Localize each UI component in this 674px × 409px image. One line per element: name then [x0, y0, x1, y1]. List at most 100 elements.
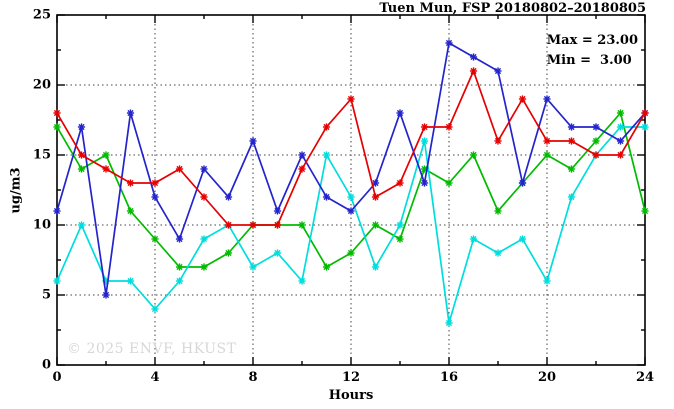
- series-line-day-1-red: [56, 68, 646, 226]
- marker-day-4-cyan: [77, 221, 86, 229]
- marker-day-3-green: [298, 221, 306, 229]
- marker-day-4-cyan: [322, 151, 331, 159]
- marker-day-2-blue: [126, 109, 135, 117]
- x-tick-label-20: 20: [537, 370, 557, 385]
- marker-day-1-red: [102, 165, 110, 173]
- marker-day-2-blue: [445, 39, 453, 47]
- marker-day-3-green: [396, 235, 404, 243]
- marker-day-2-blue: [273, 207, 282, 215]
- marker-day-3-green: [567, 165, 576, 173]
- marker-day-1-red: [543, 137, 551, 145]
- marker-day-1-red: [151, 179, 159, 187]
- marker-day-1-red: [77, 151, 86, 159]
- marker-day-3-green: [543, 151, 551, 159]
- marker-day-2-blue: [543, 95, 551, 103]
- marker-day-1-red: [445, 123, 453, 131]
- x-axis-label: Hours: [328, 388, 374, 403]
- marker-day-3-green: [126, 207, 135, 215]
- marker-day-2-blue: [518, 179, 527, 187]
- marker-day-3-green: [494, 207, 502, 215]
- marker-day-3-green: [102, 151, 110, 159]
- y-tick-label-15: 15: [32, 147, 51, 163]
- marker-day-2-blue: [151, 193, 159, 201]
- marker-day-1-red: [420, 123, 429, 131]
- marker-day-3-green: [224, 249, 233, 257]
- marker-day-4-cyan: [249, 263, 257, 271]
- x-tick-label-24: 24: [635, 370, 655, 385]
- marker-day-2-blue: [102, 291, 110, 299]
- marker-day-3-green: [200, 263, 208, 271]
- y-tick-label-20: 20: [32, 77, 51, 93]
- marker-day-1-red: [592, 151, 600, 159]
- marker-day-1-red: [175, 165, 184, 173]
- x-tick-label-12: 12: [341, 370, 361, 385]
- marker-day-1-red: [200, 193, 208, 201]
- marker-day-4-cyan: [347, 193, 355, 201]
- marker-day-1-red: [249, 221, 257, 229]
- marker-day-3-green: [641, 207, 649, 215]
- marker-day-2-blue: [53, 207, 61, 215]
- marker-day-1-red: [371, 193, 380, 201]
- marker-day-1-red: [518, 95, 527, 103]
- marker-day-3-green: [322, 263, 331, 271]
- marker-day-4-cyan: [273, 249, 282, 257]
- marker-day-1-red: [273, 221, 282, 229]
- marker-day-2-blue: [469, 53, 478, 61]
- marker-day-4-cyan: [175, 277, 184, 285]
- y-tick-label-5: 5: [41, 287, 51, 303]
- marker-day-3-green: [371, 221, 380, 229]
- copyright-watermark: © 2025 ENVF, HKUST: [67, 341, 237, 357]
- marker-day-4-cyan: [151, 305, 159, 313]
- legend-min: Min = 3.00: [546, 52, 632, 68]
- marker-day-4-cyan: [371, 263, 380, 271]
- marker-day-3-green: [469, 151, 478, 159]
- marker-day-4-cyan: [420, 137, 429, 145]
- marker-day-4-cyan: [641, 123, 649, 131]
- marker-day-4-cyan: [567, 193, 576, 201]
- marker-day-4-cyan: [298, 277, 306, 285]
- marker-day-4-cyan: [53, 277, 61, 285]
- marker-day-3-green: [151, 235, 159, 243]
- marker-day-3-green: [53, 123, 61, 131]
- marker-day-4-cyan: [200, 235, 208, 243]
- marker-day-1-red: [53, 109, 61, 117]
- plot-border: [56, 14, 646, 366]
- x-tick-label-16: 16: [439, 370, 459, 385]
- marker-day-1-red: [347, 95, 355, 103]
- series-line-day-3-green: [56, 111, 646, 269]
- marker-day-2-blue: [494, 67, 502, 75]
- marker-day-4-cyan: [396, 221, 404, 229]
- marker-day-2-blue: [298, 151, 306, 159]
- marker-day-2-blue: [396, 109, 404, 117]
- marker-day-3-green: [77, 165, 86, 173]
- marker-day-2-blue: [567, 123, 576, 131]
- legend-max: Max = 23.00: [546, 33, 638, 48]
- marker-day-2-blue: [224, 193, 233, 201]
- max-min-legend: Max = 23.00 Min = 3.00: [547, 31, 638, 70]
- y-axis-label: ug/m3: [8, 167, 24, 214]
- marker-day-4-cyan: [126, 277, 135, 285]
- marker-day-4-cyan: [469, 235, 478, 243]
- marker-day-2-blue: [77, 123, 86, 131]
- marker-day-1-red: [494, 137, 502, 145]
- x-tick-label-8: 8: [248, 370, 258, 385]
- marker-day-3-green: [445, 179, 453, 187]
- marker-day-2-blue: [249, 137, 257, 145]
- y-tick-label-10: 10: [32, 217, 51, 233]
- marker-day-1-red: [641, 109, 649, 117]
- y-tick-label-0: 0: [41, 357, 51, 373]
- marker-day-4-cyan: [543, 277, 551, 285]
- marker-day-4-cyan: [445, 319, 453, 327]
- marker-day-1-red: [322, 123, 331, 131]
- marker-day-1-red: [616, 151, 625, 159]
- marker-day-1-red: [469, 67, 478, 75]
- marker-day-2-blue: [420, 179, 429, 187]
- marker-day-4-cyan: [518, 235, 527, 243]
- marker-day-2-blue: [616, 137, 625, 145]
- marker-day-3-green: [175, 263, 184, 271]
- marker-day-3-green: [592, 137, 600, 145]
- x-tick-label-0: 0: [52, 370, 62, 385]
- marker-day-1-red: [224, 221, 233, 229]
